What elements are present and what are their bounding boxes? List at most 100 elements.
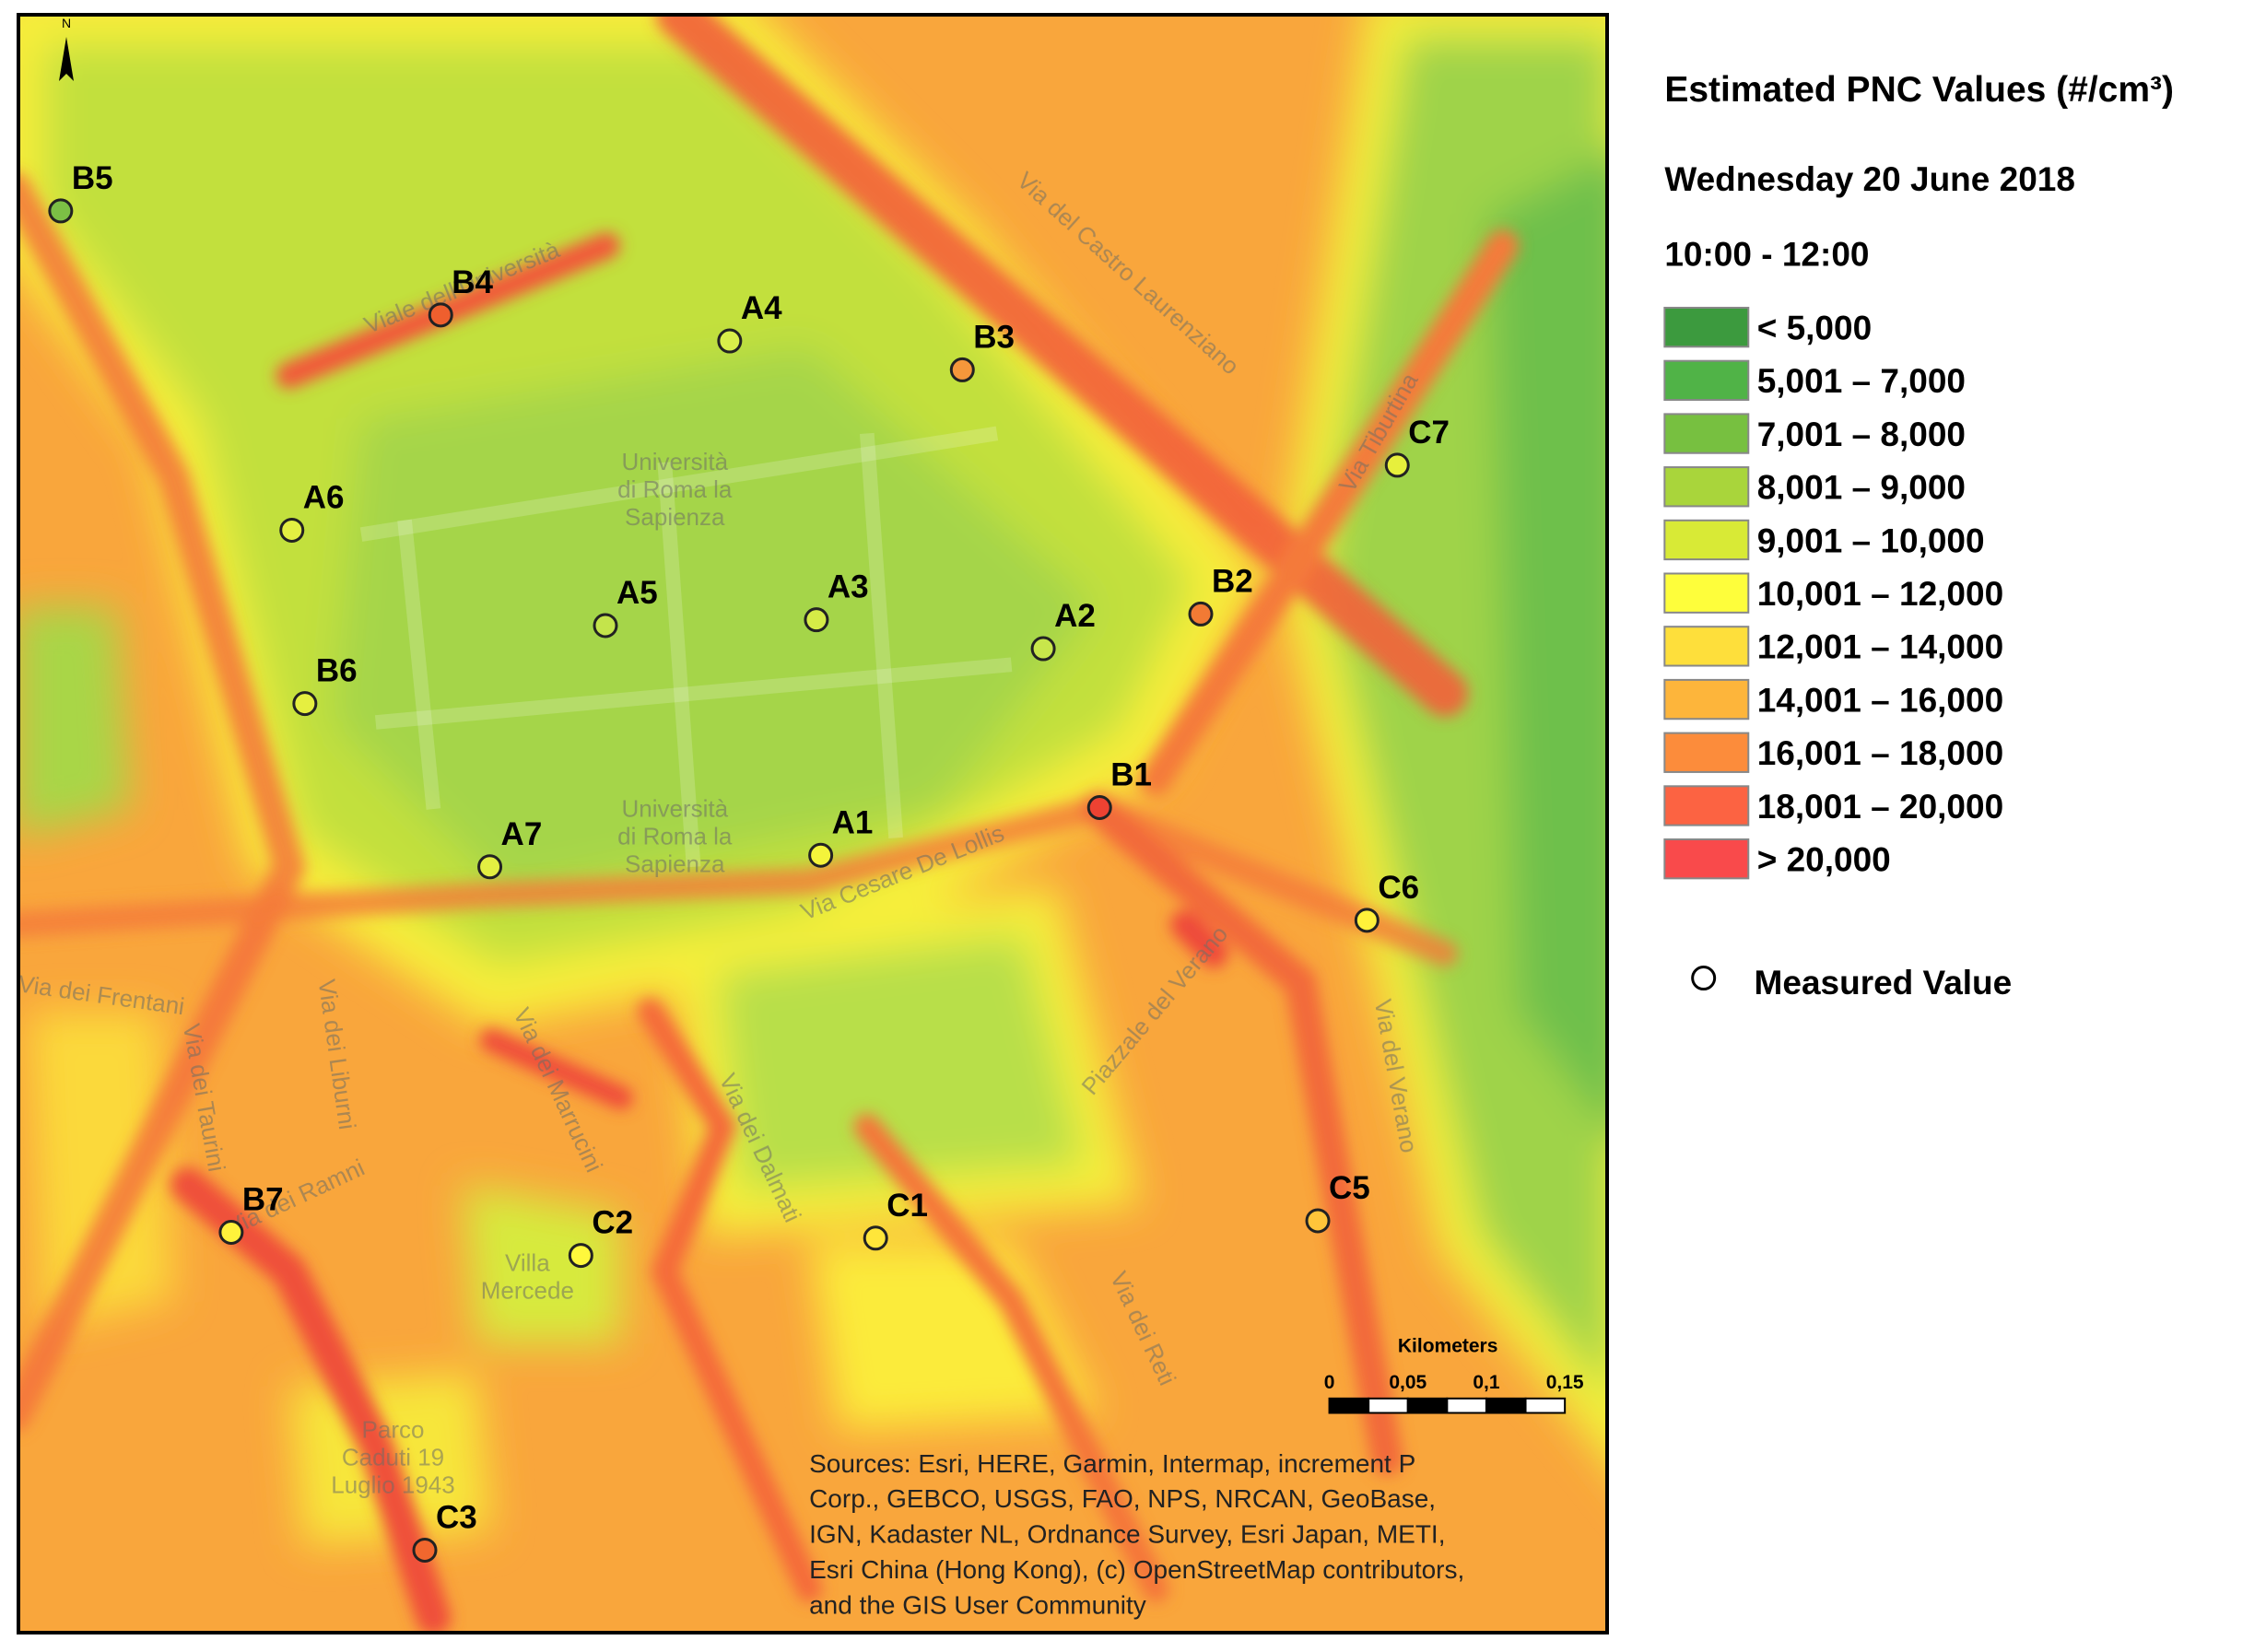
legend-date: Wednesday 20 June 2018 bbox=[1664, 160, 2075, 198]
station-marker bbox=[279, 517, 305, 543]
legend-swatch bbox=[1663, 732, 1750, 773]
map-area: Viale dell'Università Via del Castro Laur… bbox=[18, 15, 1607, 1633]
source-line: IGN, Kadaster NL, Ordnance Survey, Esri … bbox=[809, 1520, 1445, 1549]
station-marker bbox=[1305, 1208, 1331, 1234]
station-marker bbox=[949, 357, 975, 382]
scale-label: 0,15 bbox=[1546, 1372, 1584, 1393]
scale-segment bbox=[1524, 1397, 1567, 1414]
legend-class-label: 16,001 – 18,000 bbox=[1757, 734, 2003, 772]
station-label: C5 bbox=[1329, 1170, 1370, 1206]
station-marker bbox=[477, 854, 503, 880]
scale-bar: Kilometers 0 0,05 0,1 0,15 bbox=[1324, 1336, 1584, 1414]
station-marker bbox=[863, 1225, 888, 1251]
street-label-line: Parco bbox=[362, 1416, 425, 1444]
station-marker bbox=[1188, 601, 1214, 627]
street-label-line: Università bbox=[621, 794, 728, 822]
scale-segment bbox=[1446, 1397, 1487, 1414]
station-marker bbox=[218, 1220, 244, 1246]
map-frame bbox=[17, 13, 1609, 1634]
legend-class-label: 10,001 – 12,000 bbox=[1757, 575, 2003, 613]
station-marker bbox=[1086, 795, 1112, 821]
street-label-line: Caduti 19 bbox=[342, 1444, 444, 1471]
station-label: A2 bbox=[1054, 598, 1096, 634]
legend-swatch bbox=[1663, 626, 1750, 667]
source-line: Sources: Esri, HERE, Garmin, Intermap, i… bbox=[809, 1449, 1415, 1478]
legend-measured-marker bbox=[1691, 966, 1717, 991]
legend-swatch bbox=[1663, 359, 1750, 402]
station-label: A4 bbox=[741, 290, 782, 326]
street-label-line: Università bbox=[621, 448, 728, 475]
station-marker bbox=[568, 1243, 593, 1269]
legend-swatch bbox=[1663, 785, 1750, 826]
station-marker bbox=[428, 302, 453, 328]
station-label: A5 bbox=[616, 575, 658, 611]
legend-time: 10:00 - 12:00 bbox=[1664, 236, 1869, 274]
station-label: B5 bbox=[72, 160, 113, 196]
legend-class-label: 7,001 – 8,000 bbox=[1757, 416, 1966, 453]
scale-unit: Kilometers bbox=[1398, 1336, 1498, 1357]
station-label: B6 bbox=[316, 653, 358, 689]
station-label: B2 bbox=[1212, 563, 1253, 599]
station-marker bbox=[48, 198, 74, 224]
station-label: B7 bbox=[242, 1182, 284, 1218]
scale-segment bbox=[1368, 1397, 1409, 1414]
legend-measured-label: Measured Value bbox=[1755, 964, 2013, 1002]
legend-title: Estimated PNC Values (#/cm³) bbox=[1664, 70, 2174, 110]
legend-class-label: 14,001 – 16,000 bbox=[1757, 681, 2003, 719]
legend-swatch bbox=[1663, 838, 1750, 880]
station-label: A1 bbox=[832, 804, 874, 840]
station-label: B4 bbox=[452, 264, 493, 300]
legend-swatch bbox=[1663, 306, 1750, 348]
street-label-line: Sapienza bbox=[625, 503, 725, 531]
street-grid bbox=[359, 426, 1013, 868]
station-marker bbox=[804, 607, 829, 633]
legend-class-label: 9,001 – 10,000 bbox=[1757, 521, 1985, 559]
legend-swatch bbox=[1663, 678, 1750, 721]
station-label: C2 bbox=[592, 1205, 633, 1241]
legend-class-label: 18,001 – 20,000 bbox=[1757, 788, 2003, 826]
scale-label: 0,1 bbox=[1473, 1372, 1500, 1393]
station-label: C7 bbox=[1408, 415, 1450, 451]
station-marker bbox=[292, 691, 318, 717]
street-label-line: Sapienza bbox=[625, 849, 725, 877]
street-label-line: di Roma la bbox=[617, 475, 733, 503]
legend-class-label: 5,001 – 7,000 bbox=[1757, 362, 1966, 400]
north-arrow-shape bbox=[59, 37, 74, 81]
station-marker bbox=[1384, 452, 1410, 478]
road-hotspots bbox=[18, 15, 1519, 1633]
station-label: C6 bbox=[1378, 870, 1419, 906]
street-label-line: Luglio 1943 bbox=[331, 1471, 454, 1499]
legend-swatch bbox=[1663, 572, 1750, 614]
station-marker bbox=[412, 1537, 438, 1563]
legend-class-label: 8,001 – 9,000 bbox=[1757, 469, 1966, 507]
scale-segment bbox=[1406, 1397, 1449, 1414]
sources: Sources: Esri, HERE, Garmin, Intermap, i… bbox=[809, 1449, 1464, 1620]
station-marker bbox=[1354, 908, 1380, 933]
street-label-line: Mercede bbox=[481, 1277, 574, 1305]
legend-class-label: > 20,000 bbox=[1757, 841, 1891, 879]
north-label: N bbox=[62, 16, 71, 30]
north-arrow: N bbox=[59, 16, 74, 81]
legend: Estimated PNC Values (#/cm³) Wednesday 20… bbox=[1663, 70, 2174, 1002]
station-label: B1 bbox=[1110, 757, 1152, 793]
scale-segment bbox=[1328, 1397, 1370, 1414]
street-label-line: Villa bbox=[505, 1249, 550, 1277]
station-label: B3 bbox=[973, 319, 1015, 355]
scale-label: 0,05 bbox=[1389, 1372, 1427, 1393]
station-marker bbox=[1030, 636, 1056, 662]
station-label: A3 bbox=[828, 569, 869, 605]
source-line: and the GIS User Community bbox=[809, 1590, 1146, 1619]
street-label-line: di Roma la bbox=[617, 822, 733, 849]
legend-class-label: < 5,000 bbox=[1757, 309, 1872, 346]
scale-label: 0 bbox=[1324, 1372, 1335, 1393]
source-line: Corp., GEBCO, USGS, FAO, NPS, NRCAN, Geo… bbox=[809, 1484, 1436, 1513]
legend-swatch bbox=[1663, 413, 1750, 454]
station-marker bbox=[808, 842, 834, 868]
scale-segment bbox=[1485, 1397, 1527, 1414]
station-label: C1 bbox=[886, 1188, 928, 1224]
